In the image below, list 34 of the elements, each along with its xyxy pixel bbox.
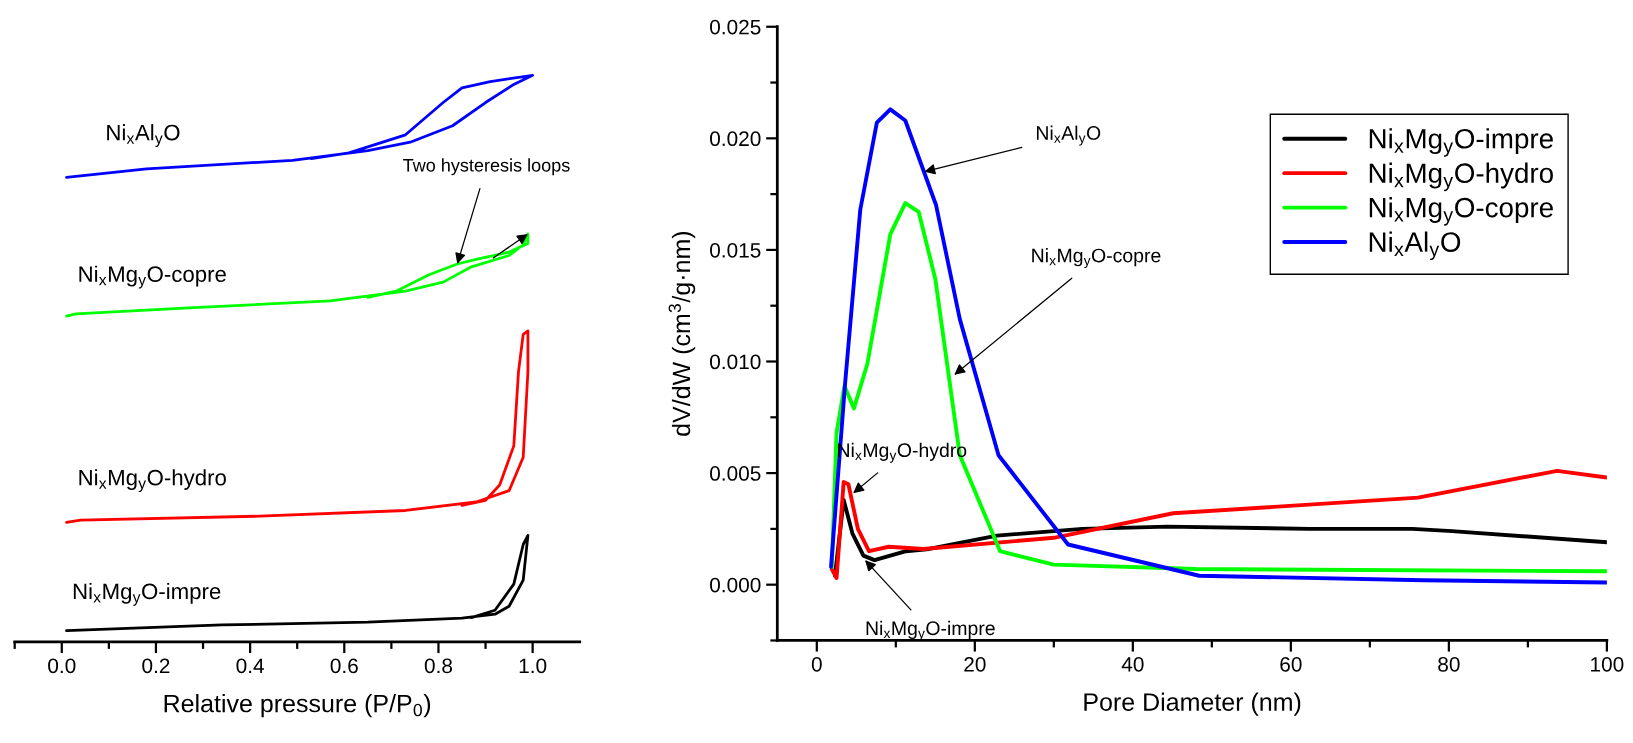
- x-tick-label: 20: [964, 656, 986, 672]
- x-tick-label: 40: [1121, 656, 1144, 672]
- y-tick-label: 0.005: [710, 466, 761, 481]
- x-tick-label: 0.4: [236, 658, 264, 674]
- x-tick-label: 0.0: [48, 658, 76, 674]
- x-tick-label: 80: [1438, 656, 1460, 672]
- series-label: Ni$_{x}$Mg$_{y}$O-copre: [79, 265, 226, 289]
- y-tick-label: 0.025: [710, 19, 761, 35]
- y-tick-label: 0.000: [710, 577, 761, 593]
- line-series: [829, 468, 1607, 580]
- series-label: Ni$_{x}$Mg$_{y}$O-hydro: [79, 469, 226, 493]
- annotation: Ni$_{x}$Mg$_{y}$O-copre: [1032, 248, 1161, 269]
- line-series: [829, 107, 1607, 585]
- x-tick-label: 0.6: [330, 658, 358, 674]
- x-tick-label: 0.8: [424, 658, 453, 674]
- x-tick-label: 0: [811, 656, 822, 672]
- legend-label: Ni$_{x}$Mg$_{y}$O-copre: [1369, 197, 1553, 226]
- x-tick-label: 100: [1591, 656, 1624, 672]
- y-tick-label: 0.010: [710, 354, 761, 370]
- legend-label: Ni$_{x}$Mg$_{y}$O-hydro: [1369, 162, 1553, 192]
- x-tick-label: 1.0: [519, 658, 547, 674]
- series-label: Ni$_{x}$Mg$_{y}$O-impre: [73, 582, 221, 606]
- annotation: Two hysteresis loops: [403, 158, 570, 176]
- legend-label: Ni$_{x}$Mg$_{y}$O-impre: [1369, 128, 1553, 157]
- x-tick-label: 0.2: [142, 658, 170, 674]
- series-label: Ni$_{x}$Al$_{y}$O: [107, 124, 180, 147]
- y-tick-label: 0.015: [710, 242, 761, 258]
- y-tick-label: 0.020: [710, 131, 761, 147]
- annotation: Ni$_{x}$Al$_{y}$O: [1036, 125, 1101, 146]
- y-axis-title: dV/dW (cm$^{3}$/g·nm): [668, 231, 696, 436]
- legend-label: Ni$_{x}$Al$_{y}$O: [1369, 231, 1461, 261]
- x-tick-label: 60: [1280, 656, 1302, 672]
- x-axis-title: Pore Diameter (nm): [1084, 692, 1301, 716]
- x-axis-title: Relative pressure (P/P$_{0}$): [164, 694, 431, 718]
